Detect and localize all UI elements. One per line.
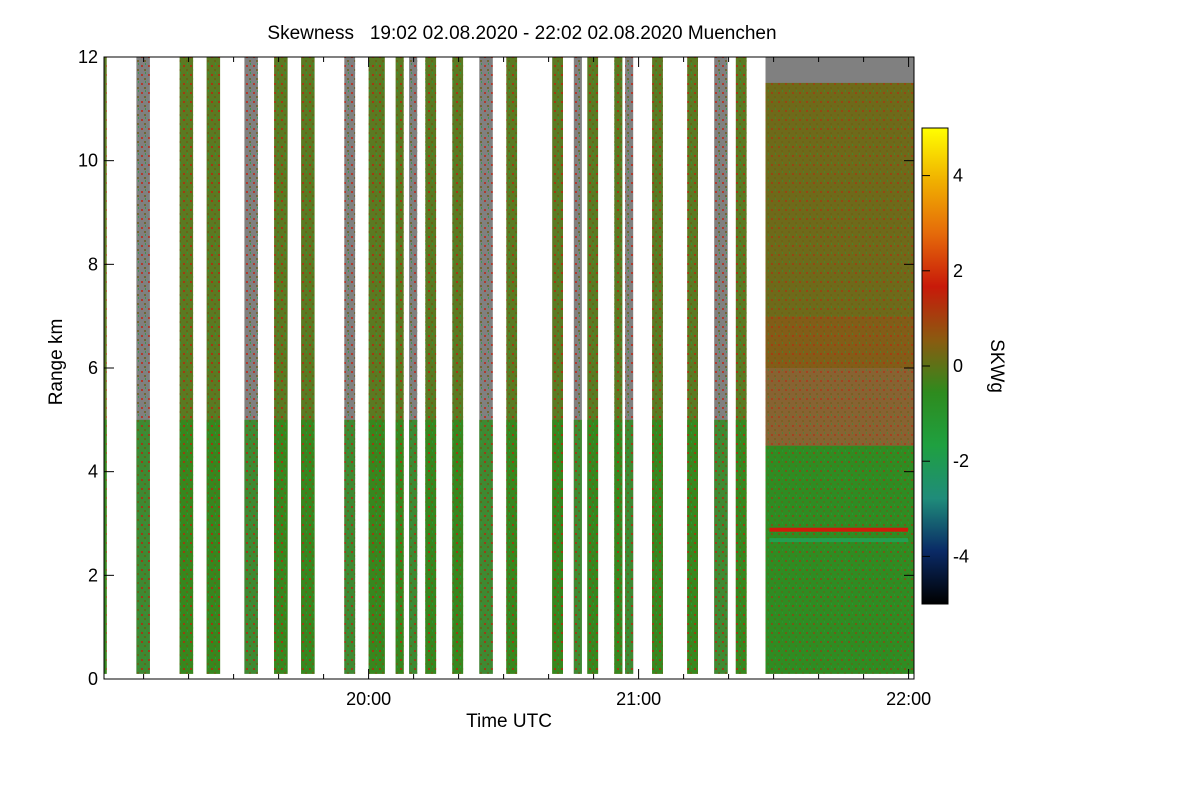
data-blocks-layer — [104, 57, 914, 674]
data-block-texture — [368, 57, 385, 674]
colorbar-tick-label: 4 — [953, 166, 963, 186]
y-tick-label: 10 — [78, 151, 98, 171]
colorbar: -4 -2 0 2 4 SKWg — [921, 127, 1007, 605]
layer-features — [769, 527, 908, 543]
y-axis-title: Range km — [46, 319, 67, 406]
data-block-texture — [452, 57, 464, 674]
data-block-texture — [104, 57, 107, 674]
data-block-texture — [395, 57, 404, 674]
data-block-texture — [506, 57, 518, 674]
data-block-texture — [344, 57, 356, 674]
colorbar-tick-label: -4 — [953, 546, 969, 566]
y-tick-label: 4 — [88, 462, 98, 482]
data-block-texture — [409, 57, 418, 674]
data-block-texture — [687, 57, 698, 674]
data-block-texture — [479, 57, 493, 674]
data-block-texture — [652, 57, 663, 674]
data-block-texture — [136, 57, 150, 674]
chart-title: Skewness 19:02 02.08.2020 - 22:02 02.08.… — [267, 23, 776, 44]
y-axis: 0 2 4 6 8 10 12 — [78, 47, 914, 689]
y-tick-label: 0 — [88, 669, 98, 689]
x-tick-label: 20:00 — [346, 689, 391, 709]
layer-feature — [769, 538, 908, 543]
data-block-texture — [552, 57, 563, 674]
colorbar-tick-label: 0 — [953, 356, 963, 376]
y-tick-label: 6 — [88, 358, 98, 378]
data-block-texture — [301, 57, 315, 674]
colorbar-title: SKWg — [986, 339, 1007, 393]
data-block-texture — [587, 57, 599, 674]
data-block-texture — [735, 57, 747, 674]
y-tick-label: 12 — [78, 47, 98, 67]
colorbar-tick-label: -2 — [953, 451, 969, 471]
plot-area — [104, 57, 914, 674]
data-block-texture — [714, 57, 728, 674]
data-block-texture — [425, 57, 437, 674]
x-tick-label: 22:00 — [886, 689, 931, 709]
data-block-texture — [244, 57, 258, 674]
data-block-texture — [179, 57, 194, 674]
x-axis: 20:00 21:00 22:00 — [143, 57, 931, 709]
y-tick-label: 8 — [88, 254, 98, 274]
y-tick-label: 2 — [88, 565, 98, 585]
colorbar-ticks: -4 -2 0 2 4 — [922, 166, 969, 566]
data-block-texture — [274, 57, 288, 674]
data-block-texture — [625, 57, 634, 674]
x-axis-title: Time UTC — [466, 711, 552, 732]
layer-feature — [769, 527, 908, 532]
data-block-texture — [765, 82, 914, 674]
data-block-texture — [614, 57, 623, 674]
colorbar-tick-label: 2 — [953, 261, 963, 281]
data-block-texture — [573, 57, 582, 674]
x-tick-label: 21:00 — [616, 689, 661, 709]
data-block-texture — [206, 57, 221, 674]
